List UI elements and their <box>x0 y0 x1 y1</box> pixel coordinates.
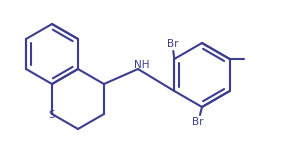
Text: S: S <box>49 110 55 120</box>
Text: NH: NH <box>134 60 150 70</box>
Text: Br: Br <box>192 117 204 127</box>
Text: Br: Br <box>166 39 178 49</box>
